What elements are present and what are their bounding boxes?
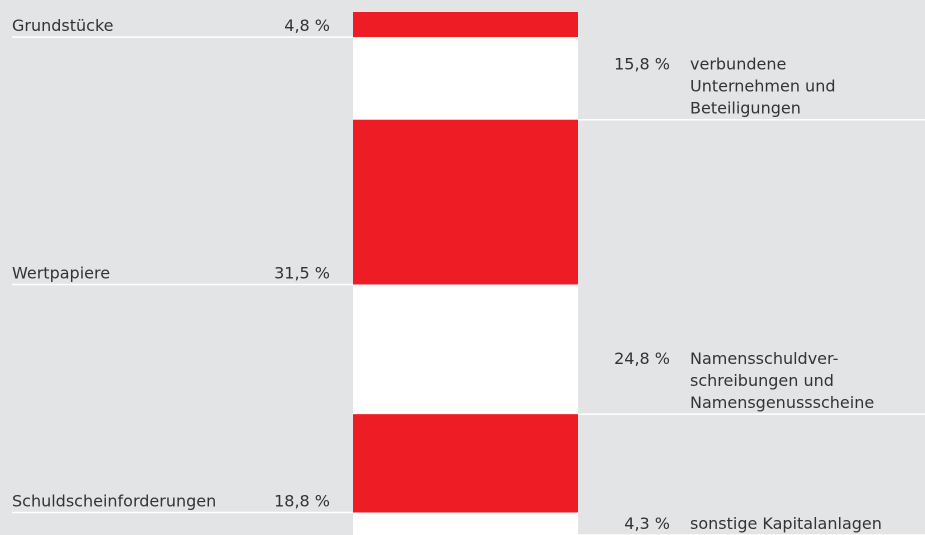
value-label: 24,8 % [614, 349, 670, 368]
category-label: Namensschuldver-schreibungen und Namensge… [690, 349, 874, 412]
bar-segment [353, 414, 578, 513]
category-label: sonstige Kapitalanlagen [690, 514, 882, 533]
category-label: Grundstücke [12, 16, 114, 35]
value-label: 18,8 % [274, 492, 330, 511]
bar-segment [353, 284, 578, 415]
value-label: 31,5 % [274, 263, 330, 282]
value-label: 15,8 % [614, 55, 670, 74]
category-label: verbundene Unternehmen und Beteiligungen [690, 55, 835, 118]
category-label: Wertpapiere [12, 263, 110, 282]
value-label: 4,3 % [624, 514, 670, 533]
bar-segment [353, 512, 578, 535]
bar-segment [353, 12, 578, 38]
category-label: Schuldscheinforderungen [12, 492, 216, 511]
value-label: 4,8 % [284, 16, 330, 35]
bar-segment [353, 37, 578, 120]
bar-segment [353, 119, 578, 285]
